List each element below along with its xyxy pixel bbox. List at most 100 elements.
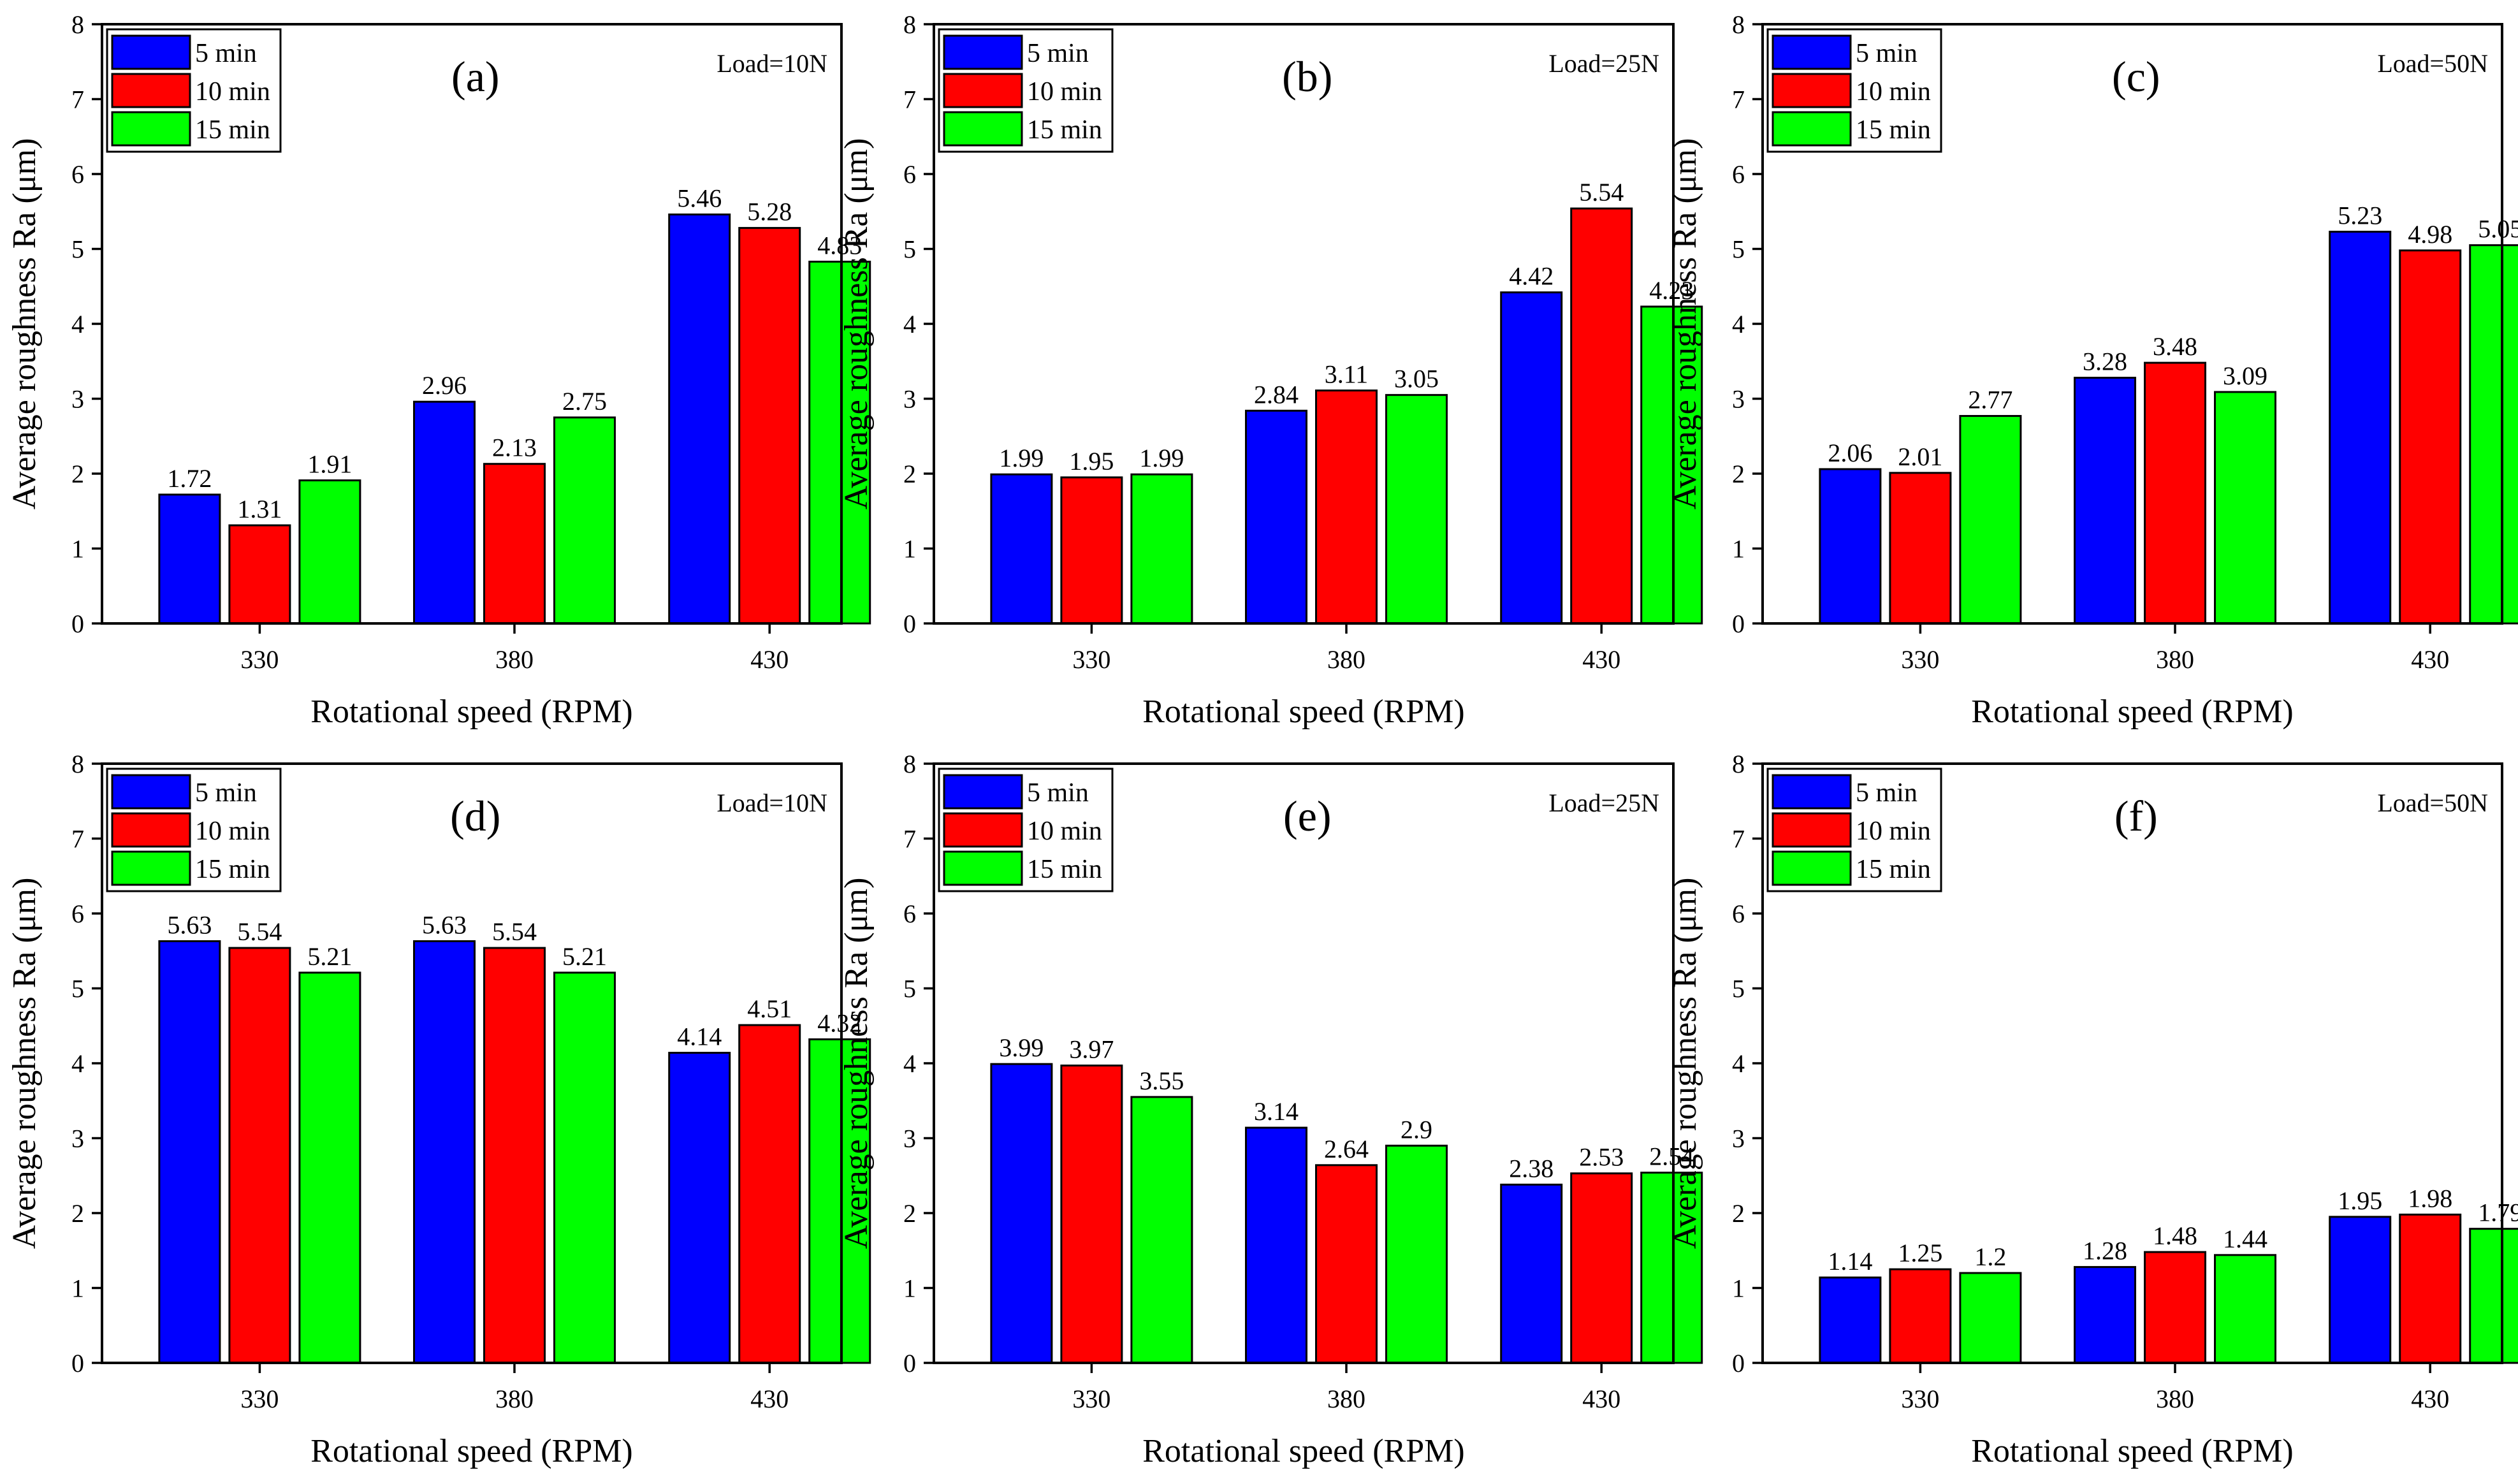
y-tick-label: 2 <box>903 1199 916 1228</box>
y-tick-label: 3 <box>903 385 916 414</box>
bar-3-1-2 <box>738 1024 801 1364</box>
y-tick-label: 6 <box>1732 160 1745 189</box>
x-tick-label: 380 <box>1327 1385 1365 1413</box>
bar-4-0-1 <box>1245 1126 1308 1364</box>
x-tick-label: 380 <box>2156 1385 2194 1413</box>
value-label: 2.13 <box>492 433 537 462</box>
value-label: 5.63 <box>422 910 467 939</box>
bar-0-2-2 <box>808 260 871 625</box>
value-label: 2.75 <box>562 387 607 416</box>
x-tick-label: 330 <box>1901 645 1939 674</box>
value-label: 4.14 <box>677 1022 722 1051</box>
bar-5-1-1 <box>2144 1251 2207 1364</box>
y-axis-title: Average roughness Ra (μm) <box>6 138 43 510</box>
bar-5-0-2 <box>2329 1216 2392 1364</box>
legend-swatch-2 <box>943 850 1023 886</box>
value-label: 2.01 <box>1898 442 1942 471</box>
value-label: 3.97 <box>1069 1035 1114 1064</box>
value-label: 1.95 <box>1069 447 1114 476</box>
panel-label: (c) <box>2112 52 2160 101</box>
value-label: 1.98 <box>2408 1184 2452 1212</box>
value-label: 3.48 <box>2153 332 2197 361</box>
legend-swatch-0 <box>111 774 191 810</box>
bar-5-0-1 <box>2074 1266 2137 1364</box>
legend-label: 15 min <box>1027 115 1102 145</box>
plot-frame <box>933 23 1675 625</box>
legend-label: 5 min <box>1856 39 1918 68</box>
legend-swatch-0 <box>1772 34 1852 70</box>
x-tick-label: 380 <box>495 1385 534 1413</box>
legend-swatch-1 <box>943 812 1023 848</box>
value-label: 3.11 <box>1325 360 1369 389</box>
x-tick-label: 380 <box>495 645 534 674</box>
value-label: 2.77 <box>1968 386 2012 414</box>
x-tick-label: 430 <box>750 645 789 674</box>
panel-label: (a) <box>451 52 499 101</box>
legend-label: 5 min <box>1027 39 1089 68</box>
y-tick-label: 6 <box>903 160 916 189</box>
legend-swatch-0 <box>1772 774 1852 810</box>
legend-swatch-1 <box>1772 73 1852 108</box>
bar-0-1-1 <box>483 463 546 625</box>
legend-swatch-2 <box>1772 850 1852 886</box>
x-tick-label: 430 <box>1582 1385 1620 1413</box>
value-label: 2.54 <box>1649 1142 1694 1171</box>
y-tick-label: 2 <box>1732 460 1745 488</box>
bar-2-0-0 <box>1819 468 1882 625</box>
legend-label: 15 min <box>195 855 270 884</box>
bar-0-0-0 <box>158 493 221 625</box>
bar-5-2-2 <box>2469 1228 2518 1364</box>
legend-label: 5 min <box>195 39 257 68</box>
legend-label: 10 min <box>1856 77 1931 106</box>
value-label: 1.99 <box>1139 444 1184 472</box>
y-tick-label: 3 <box>1732 385 1745 414</box>
legend-label: 5 min <box>1027 778 1089 808</box>
bar-3-1-1 <box>483 947 546 1364</box>
legend-label: 5 min <box>195 778 257 808</box>
legend: 5 min 10 min 15 min <box>938 28 1114 153</box>
bar-4-0-0 <box>990 1063 1053 1364</box>
bar-2-1-1 <box>2144 361 2207 625</box>
legend-label: 5 min <box>1856 778 1918 808</box>
bar-3-1-0 <box>228 947 291 1364</box>
bar-2-2-0 <box>1959 415 2022 625</box>
value-label: 4.32 <box>817 1008 862 1037</box>
bar-3-0-0 <box>158 940 221 1364</box>
y-tick-label: 8 <box>1732 750 1745 778</box>
y-tick-label: 1 <box>71 1274 84 1303</box>
value-label: 1.48 <box>2153 1221 2197 1250</box>
bar-1-0-0 <box>990 473 1053 625</box>
value-label: 3.09 <box>2223 361 2267 390</box>
y-tick-label: 1 <box>903 535 916 564</box>
legend-label: 10 min <box>1027 817 1102 846</box>
load-label: Load=50N <box>2377 49 2488 78</box>
legend-label: 10 min <box>195 817 270 846</box>
y-tick-label: 3 <box>1732 1124 1745 1153</box>
x-tick-label: 430 <box>1582 645 1620 674</box>
y-axis-title: Average roughness Ra (μm) <box>838 878 875 1249</box>
bar-3-0-1 <box>413 940 476 1364</box>
y-axis-title: Average roughness Ra (μm) <box>1667 138 1703 510</box>
legend-swatch-1 <box>111 73 191 108</box>
legend-label: 15 min <box>1027 855 1102 884</box>
x-tick-label: 330 <box>1901 1385 1939 1413</box>
value-label: 1.72 <box>167 464 212 493</box>
y-tick-label: 4 <box>1732 1049 1745 1078</box>
y-tick-label: 4 <box>903 1049 916 1078</box>
value-label: 2.64 <box>1324 1135 1369 1163</box>
y-tick-label: 4 <box>71 1049 84 1078</box>
x-tick-label: 330 <box>1072 1385 1110 1413</box>
y-tick-label: 4 <box>71 310 84 338</box>
y-tick-label: 8 <box>903 10 916 39</box>
value-label: 1.79 <box>2478 1198 2518 1227</box>
y-tick-label: 3 <box>71 385 84 414</box>
value-label: 5.05 <box>2478 215 2518 244</box>
value-label: 1.14 <box>1828 1247 1872 1276</box>
x-tick-label: 430 <box>2411 645 2449 674</box>
bar-1-2-2 <box>1640 305 1703 625</box>
y-tick-label: 6 <box>71 160 84 189</box>
legend-swatch-2 <box>111 111 191 147</box>
